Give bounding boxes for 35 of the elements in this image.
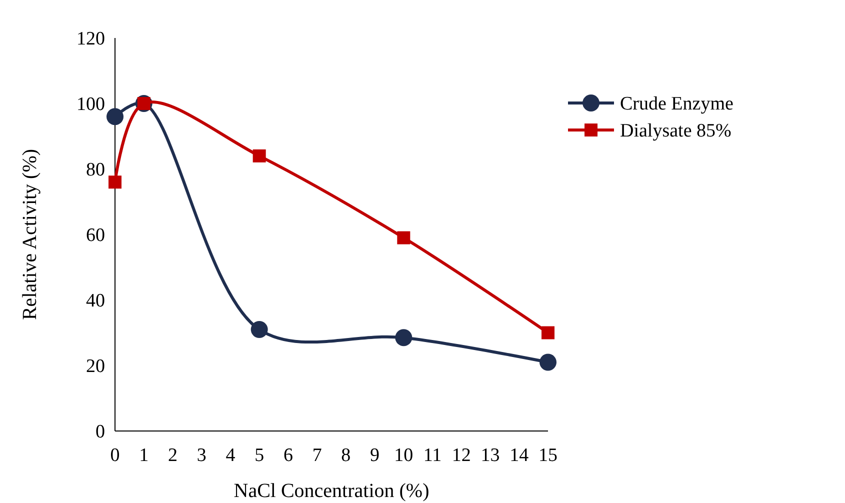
x-tick-label: 6 xyxy=(283,445,293,466)
point xyxy=(540,354,556,371)
y-tick-label: 100 xyxy=(76,94,105,116)
x-tick-label: 8 xyxy=(341,445,351,466)
x-tick-label: 0 xyxy=(110,445,120,466)
point xyxy=(108,176,122,189)
x-tick-label: 4 xyxy=(226,445,236,466)
legend-label: Dialysate 85% xyxy=(620,120,732,142)
y-tick-label: 80 xyxy=(86,160,105,181)
point xyxy=(106,108,124,126)
point xyxy=(252,149,266,162)
y-tick-label: 60 xyxy=(86,225,105,246)
y-tick-label: 40 xyxy=(86,290,105,312)
legend-label: Crude Enzyme xyxy=(620,94,734,115)
x-axis-title: NaCl Concentration (%) xyxy=(234,480,430,502)
x-tick-label: 3 xyxy=(196,445,206,466)
x-tick-label: 12 xyxy=(452,445,471,466)
x-tick-label: 13 xyxy=(480,445,500,466)
y-tick-label: 0 xyxy=(96,422,105,443)
x-tick-label: 7 xyxy=(312,445,322,466)
x-tick-label: 10 xyxy=(394,445,414,466)
x-tick-label: 2 xyxy=(168,445,178,466)
x-tick-label: 9 xyxy=(370,445,380,466)
point xyxy=(250,320,268,338)
y-axis-title: Relative Activity (%) xyxy=(19,148,41,320)
point xyxy=(542,326,554,340)
x-tick-label: 14 xyxy=(510,445,530,466)
point xyxy=(397,231,410,244)
x-tick-label: 1 xyxy=(139,445,149,466)
y-tick-label: 120 xyxy=(76,28,105,50)
x-tick-label: 11 xyxy=(423,445,442,466)
x-tick-label: 15 xyxy=(538,445,558,466)
x-tick-label: 5 xyxy=(254,445,264,466)
y-tick-label: 20 xyxy=(86,356,105,378)
point xyxy=(395,329,412,346)
